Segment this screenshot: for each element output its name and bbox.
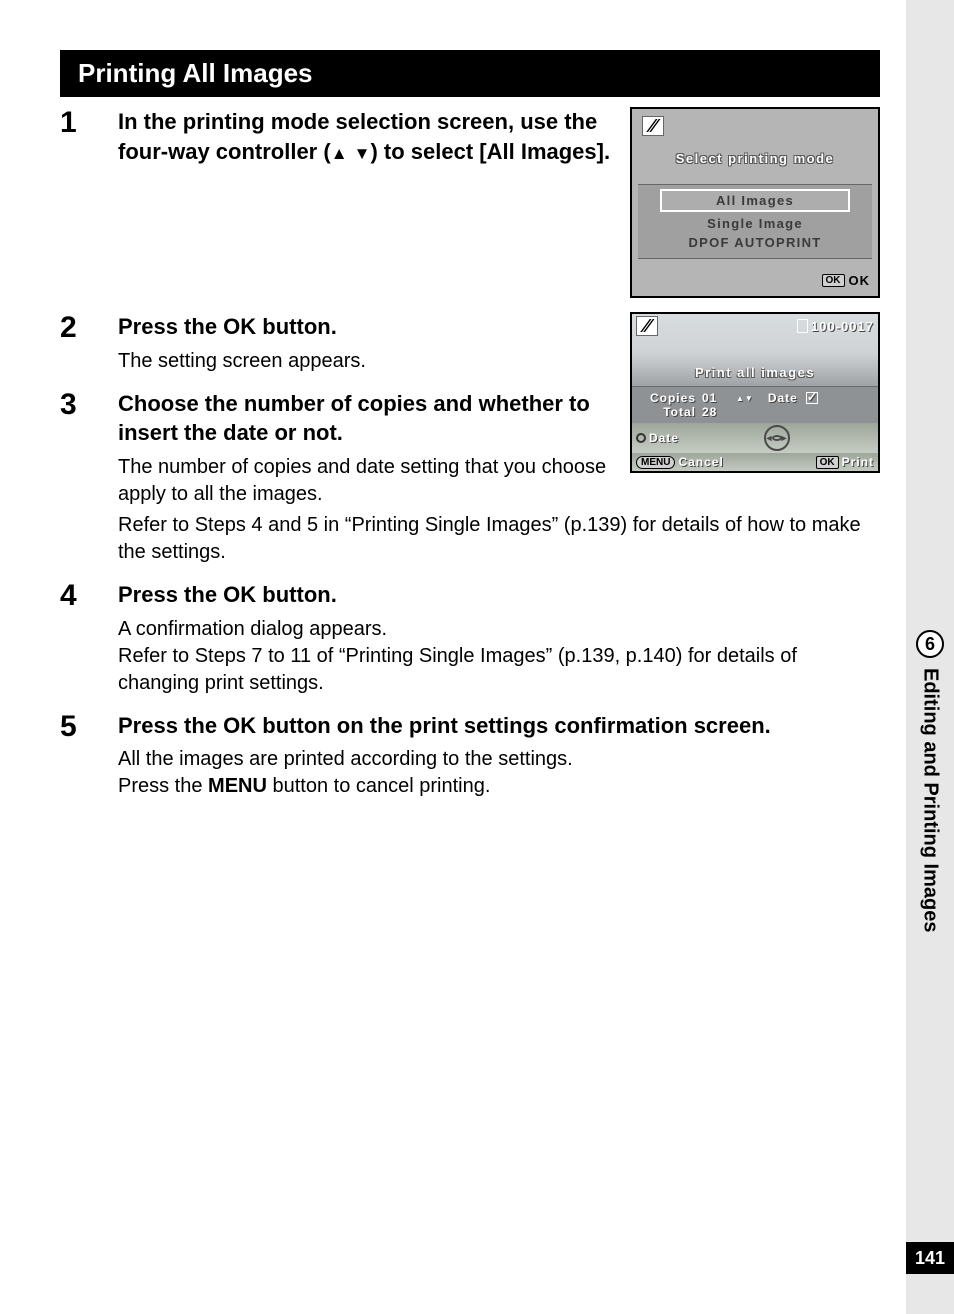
bottom-date-label: Date: [649, 431, 679, 445]
lcd-footer: OK OK: [638, 273, 872, 288]
up-triangle-icon: ▲: [331, 144, 348, 163]
copies-row: Copies 01 ▲▼ Date: [638, 391, 872, 405]
menu-button-icon: MENU: [636, 456, 675, 469]
section-header: Printing All Images: [60, 50, 880, 97]
side-tab: 6 Editing and Printing Images: [906, 630, 954, 932]
lcd-print-all: ⁄⁄ 100-0017 Print all images Copies 01 ▲…: [630, 312, 880, 473]
ok-button-icon: OK: [822, 274, 845, 287]
step-desc: The number of copies and date setting th…: [118, 454, 612, 508]
t: Press the: [118, 713, 223, 738]
total-label: Total: [638, 405, 696, 419]
copies-value[interactable]: 01: [702, 391, 730, 405]
step-num: 5: [60, 711, 94, 801]
record-icon: [636, 433, 646, 443]
t: Press the: [118, 314, 223, 339]
step-desc: A confirmation dialog appears. Refer to …: [118, 616, 880, 697]
step-desc: All the images are printed according to …: [118, 746, 880, 800]
ok-glyph: OK: [223, 314, 256, 339]
step-desc: The setting screen appears.: [118, 348, 612, 375]
t: The number of copies and date setting th…: [118, 456, 606, 505]
step-num: 2: [60, 312, 94, 375]
step-num: 4: [60, 580, 94, 697]
step-5: 5 Press the OK button on the print setti…: [60, 711, 880, 801]
step-title: Press the OK button.: [118, 580, 880, 610]
ok-text: OK: [849, 273, 871, 288]
t: button.: [256, 314, 337, 339]
print-label: Print: [842, 455, 874, 469]
t: Refer to Steps 7 to 11 of “Printing Sing…: [118, 645, 797, 694]
step-desc: Refer to Steps 4 and 5 in “Printing Sing…: [118, 512, 880, 566]
step-title: Press the OK button on the print setting…: [118, 711, 880, 741]
t: button to cancel printing.: [267, 775, 490, 797]
mode-single-image[interactable]: Single Image: [638, 214, 872, 233]
step-num: 1: [60, 107, 94, 172]
pictbridge-icon: ⁄⁄: [636, 316, 658, 336]
t: Press the: [118, 582, 223, 607]
step1-row: 1 In the printing mode selection screen,…: [60, 107, 880, 312]
step23-row: 2 Press the OK button. The setting scree…: [60, 312, 880, 522]
step-3-cont: 3 Refer to Steps 4 and 5 in “Printing Si…: [60, 512, 880, 566]
cancel-label: Cancel: [678, 455, 723, 469]
lcd-settings-panel: Copies 01 ▲▼ Date Total 28: [630, 386, 880, 423]
mode-all-images[interactable]: All Images: [660, 189, 850, 212]
ok-glyph: OK: [223, 713, 256, 738]
t: All the images are printed according to …: [118, 748, 573, 770]
page-content: Printing All Images 1 In the printing mo…: [60, 50, 880, 814]
t: button on the print settings confirmatio…: [256, 713, 771, 738]
file-number: 100-0017: [797, 319, 874, 334]
step-title: In the printing mode selection screen, u…: [118, 107, 612, 166]
t: A confirmation dialog appears.: [118, 618, 387, 640]
page-number: 141: [906, 1242, 954, 1274]
date-label: Date: [768, 391, 798, 405]
step-title: Choose the number of copies and whether …: [118, 389, 612, 448]
lcd-title: Select printing mode: [638, 151, 872, 166]
lcd-select-mode: ⁄⁄ Select printing mode All Images Singl…: [630, 107, 880, 298]
pictbridge-icon: ⁄⁄: [642, 116, 664, 136]
card-icon: [797, 319, 808, 333]
t: Press the: [118, 775, 208, 797]
t: 100-0017: [811, 319, 874, 334]
lcd2-title: Print all images: [630, 365, 880, 380]
step-title: Press the OK button.: [118, 312, 612, 342]
lcd-bottom-bar-2: MENU Cancel OK Print: [630, 453, 880, 473]
copies-label: Copies: [638, 391, 696, 405]
step-3: 3 Choose the number of copies and whethe…: [60, 389, 612, 508]
chapter-title: Editing and Printing Images: [919, 668, 942, 932]
menu-glyph: MENU: [208, 775, 267, 797]
down-triangle-icon: ▼: [354, 144, 371, 163]
date-checkbox[interactable]: [806, 392, 818, 404]
chapter-number: 6: [916, 630, 944, 658]
step-1: 1 In the printing mode selection screen,…: [60, 107, 612, 172]
lcd-preview-area: ⁄⁄ 100-0017 Print all images: [630, 312, 880, 386]
step-2: 2 Press the OK button. The setting scree…: [60, 312, 612, 375]
t: button.: [256, 582, 337, 607]
ok-glyph: OK: [223, 582, 256, 607]
total-row: Total 28: [638, 405, 872, 419]
dpad-icon: ◄►: [764, 425, 790, 451]
step-4: 4 Press the OK button. A confirmation di…: [60, 580, 880, 697]
t: ) to select [All Images].: [370, 139, 610, 164]
total-value: 28: [702, 405, 730, 419]
lcd-icon-bar: ⁄⁄: [638, 115, 872, 137]
mode-dpof[interactable]: DPOF AUTOPRINT: [638, 233, 872, 252]
spinner-icon[interactable]: ▲▼: [736, 396, 754, 401]
step-num: 3: [60, 389, 94, 508]
ok-button-icon: OK: [816, 456, 839, 469]
mode-list: All Images Single Image DPOF AUTOPRINT: [638, 184, 872, 259]
lcd-bottom-bar: Date ◄►: [630, 423, 880, 455]
